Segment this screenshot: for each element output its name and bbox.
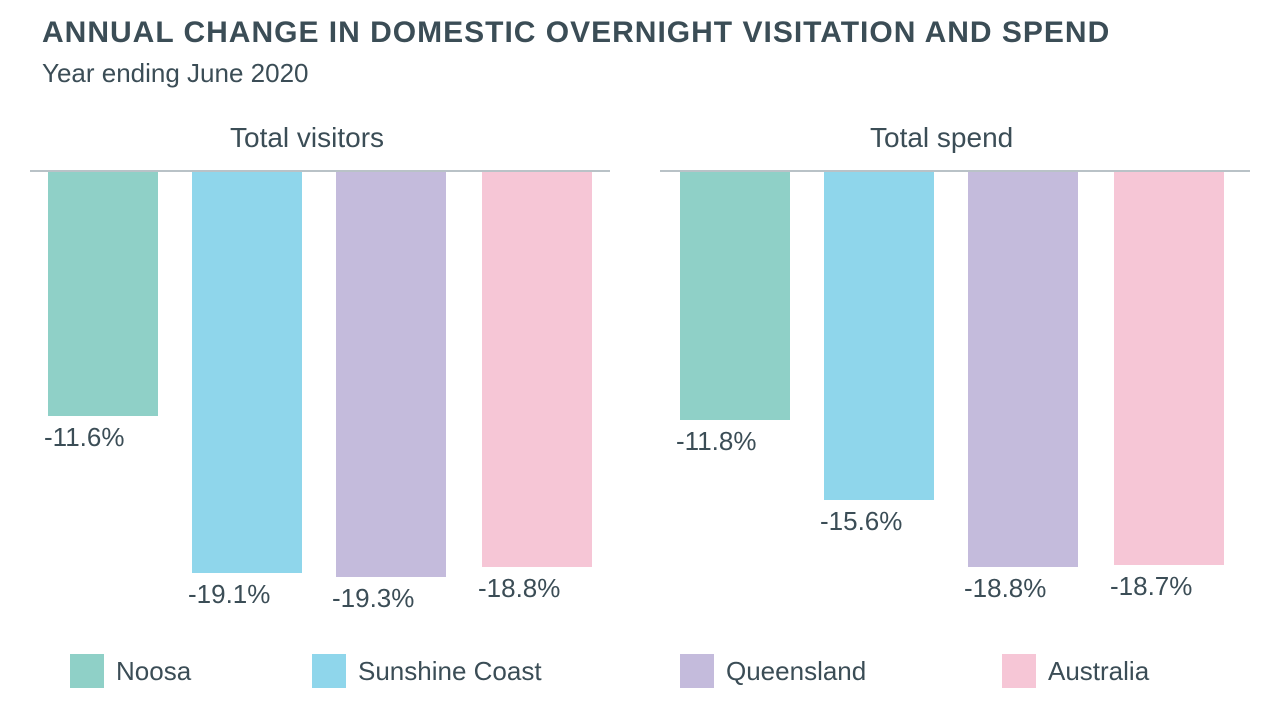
legend-swatch — [312, 654, 346, 688]
legend-item-noosa: Noosa — [70, 654, 191, 688]
bar-queensland — [968, 172, 1078, 567]
bar-sunshine_coast — [824, 172, 934, 500]
bar-sunshine_coast — [192, 172, 302, 573]
legend-label: Sunshine Coast — [358, 656, 542, 687]
legend-swatch — [70, 654, 104, 688]
legend-label: Noosa — [116, 656, 191, 687]
bar-value-label: -18.8% — [964, 573, 1046, 604]
bar-value-label: -18.8% — [478, 573, 560, 604]
legend-label: Australia — [1048, 656, 1149, 687]
legend-item-australia: Australia — [1002, 654, 1149, 688]
legend-swatch — [1002, 654, 1036, 688]
group-label: Total visitors — [230, 122, 384, 154]
legend-swatch — [680, 654, 714, 688]
bar-value-label: -19.1% — [188, 579, 270, 610]
bar-australia — [482, 172, 592, 567]
bar-noosa — [680, 172, 790, 420]
group-label: Total spend — [870, 122, 1013, 154]
chart-title: ANNUAL CHANGE IN DOMESTIC OVERNIGHT VISI… — [42, 16, 1110, 50]
legend-label: Queensland — [726, 656, 866, 687]
bar-value-label: -15.6% — [820, 506, 902, 537]
bar-noosa — [48, 172, 158, 416]
bar-australia — [1114, 172, 1224, 565]
chart-subtitle: Year ending June 2020 — [42, 58, 309, 89]
chart-canvas: ANNUAL CHANGE IN DOMESTIC OVERNIGHT VISI… — [0, 0, 1280, 721]
legend-item-queensland: Queensland — [680, 654, 866, 688]
bar-queensland — [336, 172, 446, 577]
legend-item-sunshine_coast: Sunshine Coast — [312, 654, 542, 688]
bar-value-label: -19.3% — [332, 583, 414, 614]
bar-value-label: -11.6% — [44, 422, 124, 453]
bar-value-label: -11.8% — [676, 426, 756, 457]
bar-value-label: -18.7% — [1110, 571, 1192, 602]
